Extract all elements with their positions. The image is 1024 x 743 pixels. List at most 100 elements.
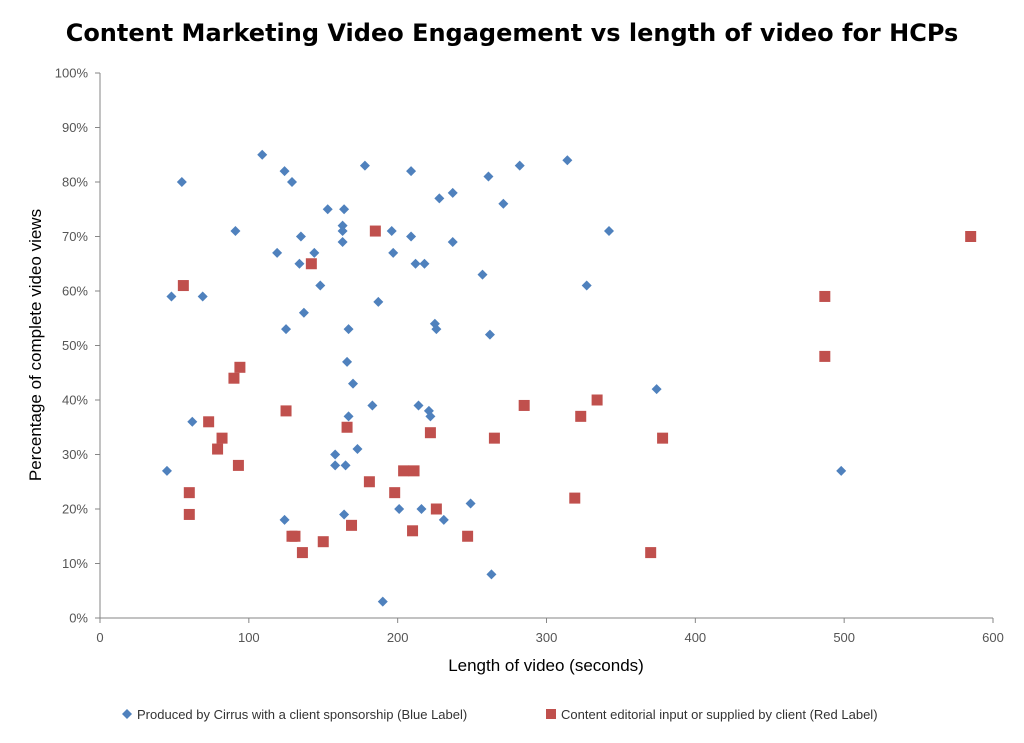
data-point-square [216, 432, 228, 444]
y-tick-label: 10% [62, 556, 88, 571]
data-point-diamond [197, 291, 208, 302]
data-point-diamond [281, 324, 292, 335]
data-point-diamond [514, 160, 525, 171]
legend-label-blue: Produced by Cirrus with a client sponsor… [137, 707, 467, 722]
data-point-diamond [438, 514, 449, 525]
data-point-diamond [337, 236, 348, 247]
data-point-diamond [367, 400, 378, 411]
data-point-diamond [410, 258, 421, 269]
data-point-diamond [330, 460, 341, 471]
data-point-diamond [651, 384, 662, 395]
legend-marker-diamond [122, 709, 132, 719]
data-point-square [591, 394, 603, 406]
x-ticks: 0 100 200 300 400 500 600 [96, 618, 1004, 645]
data-point-square [228, 372, 240, 384]
y-tick-label: 30% [62, 447, 88, 462]
plot-series [161, 149, 977, 607]
data-point-square [183, 487, 195, 499]
data-point-square [575, 410, 587, 422]
data-point-diamond [388, 247, 399, 258]
data-point-diamond [272, 247, 283, 258]
data-point-diamond [386, 226, 397, 237]
data-point-diamond [413, 400, 424, 411]
data-point-square [407, 525, 419, 537]
data-point-diamond [604, 226, 615, 237]
data-point-diamond [286, 177, 297, 187]
data-point-diamond [279, 166, 290, 177]
x-axis-title: Length of video (seconds) [448, 656, 644, 675]
data-point-diamond [339, 509, 350, 520]
x-tick-label: 200 [387, 630, 409, 645]
legend-item-red: Content editorial input or supplied by c… [546, 707, 878, 722]
data-point-diamond [298, 307, 309, 318]
data-point-square [212, 443, 224, 455]
data-point-diamond [352, 444, 363, 455]
data-point-diamond [416, 504, 427, 514]
data-point-square [430, 503, 442, 515]
data-point-square [177, 280, 189, 292]
series-red [177, 225, 977, 559]
data-point-square [203, 416, 215, 428]
data-point-square [424, 427, 436, 439]
data-point-diamond [406, 166, 417, 177]
y-tick-label: 50% [62, 338, 88, 353]
data-point-diamond [483, 171, 494, 182]
axes [99, 73, 993, 619]
data-point-diamond [166, 291, 177, 302]
data-point-diamond [315, 280, 326, 291]
data-point-diamond [279, 514, 290, 525]
data-point-diamond [486, 569, 497, 580]
y-ticks: 0% 10% 20% 30% 40% 50% 60% 70% 80% 90% 100% [55, 66, 100, 626]
y-tick-label: 100% [55, 66, 89, 81]
data-point-diamond [406, 231, 417, 242]
data-point-square [819, 290, 831, 302]
data-point-diamond [484, 329, 495, 340]
data-point-square [317, 536, 329, 548]
data-point-square [645, 547, 657, 559]
legend-label-red: Content editorial input or supplied by c… [561, 707, 878, 722]
legend: Produced by Cirrus with a client sponsor… [122, 707, 878, 722]
data-point-diamond [343, 324, 354, 335]
data-point-diamond [359, 160, 370, 171]
data-point-diamond [434, 193, 445, 204]
y-tick-label: 0% [69, 611, 88, 626]
legend-marker-square [546, 709, 556, 719]
data-point-diamond [230, 226, 241, 237]
data-point-diamond [419, 258, 430, 269]
data-point-diamond [465, 498, 476, 509]
data-point-diamond [373, 296, 384, 307]
data-point-square [305, 258, 317, 270]
data-point-diamond [295, 231, 306, 242]
x-tick-label: 100 [238, 630, 260, 645]
data-point-square [657, 432, 669, 444]
data-point-diamond [339, 204, 350, 215]
data-point-diamond [343, 411, 354, 422]
data-point-square [341, 421, 353, 433]
data-point-square [408, 465, 420, 477]
data-point-diamond [431, 324, 442, 335]
data-point-square [363, 476, 375, 488]
data-point-diamond [342, 356, 353, 367]
y-tick-label: 60% [62, 284, 88, 299]
y-axis-title: Percentage of complete video views [26, 209, 45, 481]
data-point-square [183, 508, 195, 520]
data-point-diamond [337, 220, 348, 231]
data-point-square [234, 361, 246, 373]
data-point-square [398, 465, 410, 477]
x-tick-label: 600 [982, 630, 1004, 645]
x-tick-label: 400 [684, 630, 706, 645]
data-point-diamond [322, 204, 333, 215]
y-tick-label: 80% [62, 175, 88, 190]
data-point-square [462, 530, 474, 542]
data-point-square [569, 492, 581, 504]
data-point-square [296, 547, 308, 559]
y-tick-label: 40% [62, 393, 88, 408]
data-point-square [965, 231, 977, 242]
data-point-square [819, 350, 831, 362]
data-point-diamond [337, 226, 348, 237]
series-blue [161, 149, 847, 607]
data-point-square [289, 530, 301, 542]
y-tick-label: 90% [62, 120, 88, 135]
data-point-diamond [477, 269, 488, 280]
